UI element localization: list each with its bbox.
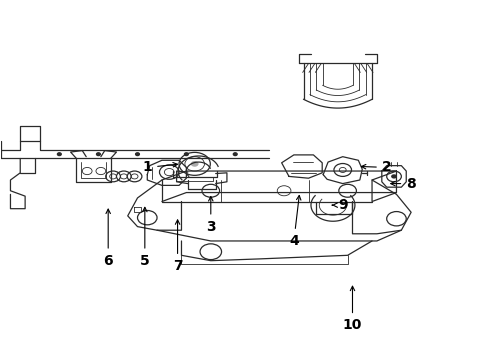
- Text: 9: 9: [332, 198, 347, 212]
- Text: 7: 7: [173, 220, 182, 273]
- Circle shape: [97, 153, 100, 156]
- Circle shape: [136, 153, 140, 156]
- Circle shape: [57, 153, 61, 156]
- Text: 10: 10: [343, 286, 362, 332]
- Circle shape: [233, 153, 237, 156]
- Text: 2: 2: [362, 161, 392, 175]
- Text: 1: 1: [143, 161, 177, 175]
- Text: 5: 5: [140, 207, 150, 268]
- Text: 4: 4: [289, 195, 301, 248]
- Circle shape: [184, 153, 188, 156]
- Text: 3: 3: [206, 197, 216, 234]
- Circle shape: [391, 174, 397, 179]
- Text: 8: 8: [391, 177, 416, 190]
- Circle shape: [191, 161, 198, 167]
- Text: 6: 6: [103, 209, 113, 268]
